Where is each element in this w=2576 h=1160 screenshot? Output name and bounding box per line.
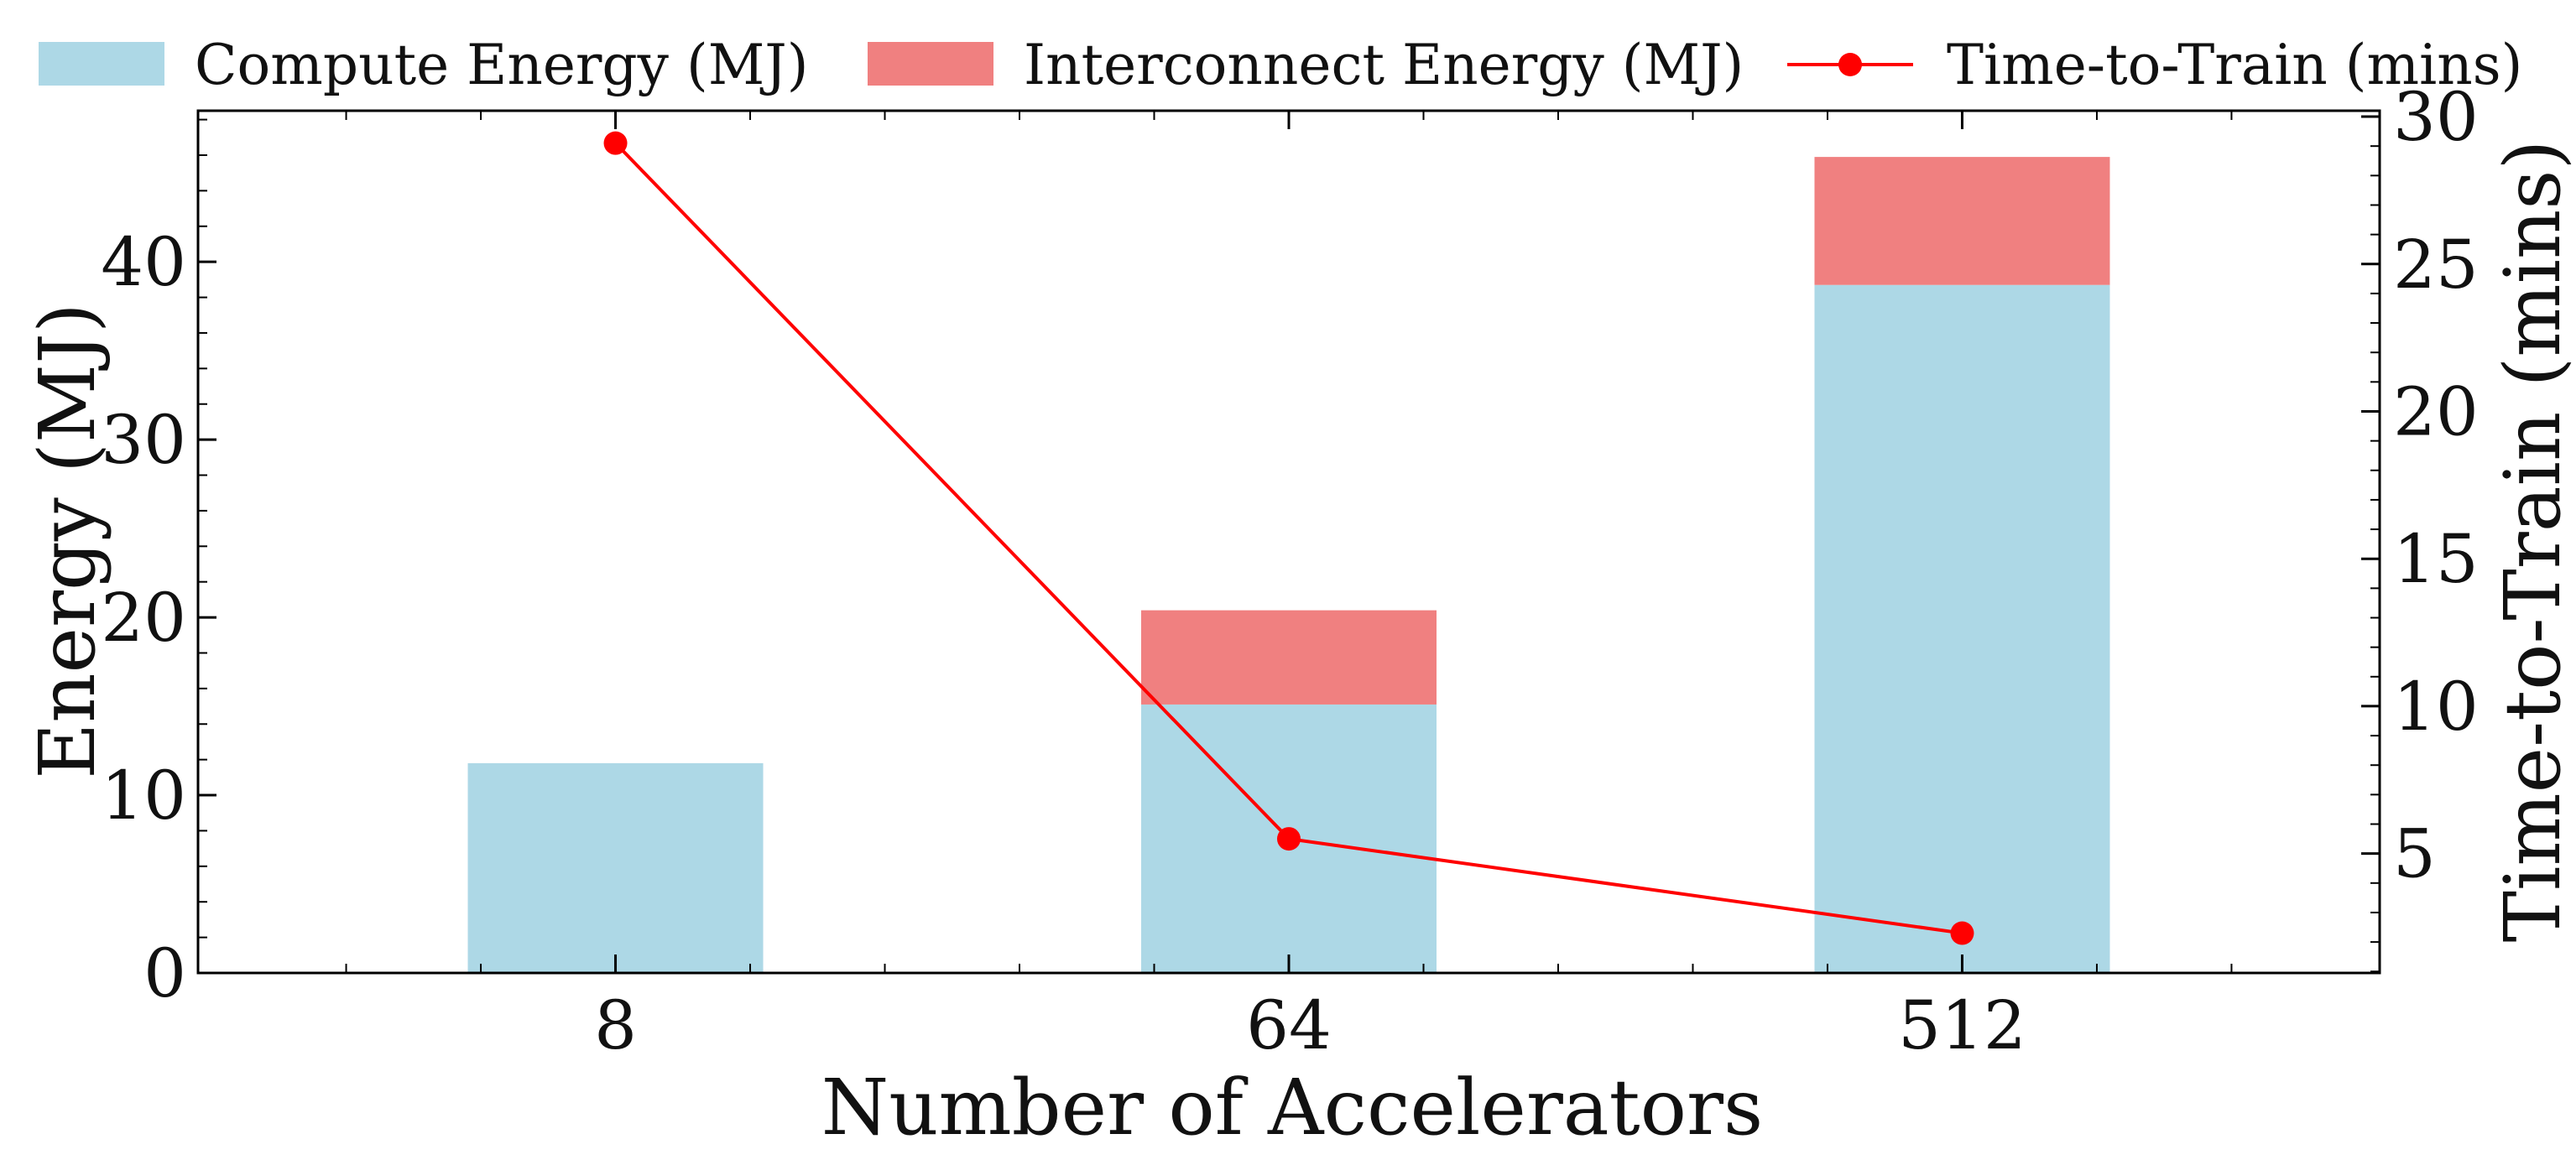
- y2-axis-label: Time-to-Train (mins): [2488, 140, 2576, 943]
- time-to-train-point-512: [1950, 921, 1974, 945]
- time-to-train-point-64: [1277, 827, 1301, 851]
- y-tick-label-10: 10: [101, 757, 186, 835]
- bar-compute-8: [467, 762, 764, 973]
- bar-interconnect-512: [1814, 157, 2110, 285]
- y-tick-label-40: 40: [101, 223, 186, 301]
- y-tick-label-0: 0: [143, 934, 186, 1012]
- legend-label-time: Time-to-Train (mins): [1947, 33, 2522, 97]
- x-tick-label-8: 8: [594, 986, 637, 1064]
- bar-compute-512: [1814, 284, 2110, 973]
- y-tick-label-20: 20: [101, 579, 186, 657]
- labels-layer: Number of Accelerators Energy (MJ) Time-…: [23, 140, 2576, 1152]
- y-tick-label-30: 30: [101, 401, 186, 479]
- y2-tick-label-15: 15: [2393, 520, 2479, 598]
- y2-tick-label-10: 10: [2393, 668, 2479, 746]
- bar-interconnect-64: [1141, 610, 1437, 705]
- legend-label-compute: Compute Energy (MJ): [195, 33, 808, 97]
- y2-tick-label-5: 5: [2393, 815, 2436, 893]
- legend-swatch-time-marker: [1838, 53, 1862, 76]
- x-axis-label: Number of Accelerators: [821, 1063, 1763, 1152]
- time-to-train-point-8: [603, 131, 628, 155]
- legend: Compute Energy (MJ) Interconnect Energy …: [39, 33, 2522, 97]
- x-tick-label-512: 512: [1898, 986, 2026, 1064]
- y-axis-label: Energy (MJ): [23, 303, 112, 779]
- y2-tick-label-25: 25: [2393, 226, 2479, 304]
- axes-layer: 0 10 20 30 40 5 10 15 20 25 30 8 64 512: [101, 78, 2479, 1064]
- x-tick-label-64: 64: [1246, 986, 1332, 1064]
- legend-label-interconnect: Interconnect Energy (MJ): [1024, 33, 1744, 97]
- legend-swatch-interconnect: [868, 42, 993, 86]
- time-to-train-line-layer: [603, 131, 1974, 945]
- y2-tick-label-20: 20: [2393, 372, 2479, 450]
- legend-swatch-compute: [39, 42, 164, 86]
- y2-tick-label-30: 30: [2393, 78, 2479, 156]
